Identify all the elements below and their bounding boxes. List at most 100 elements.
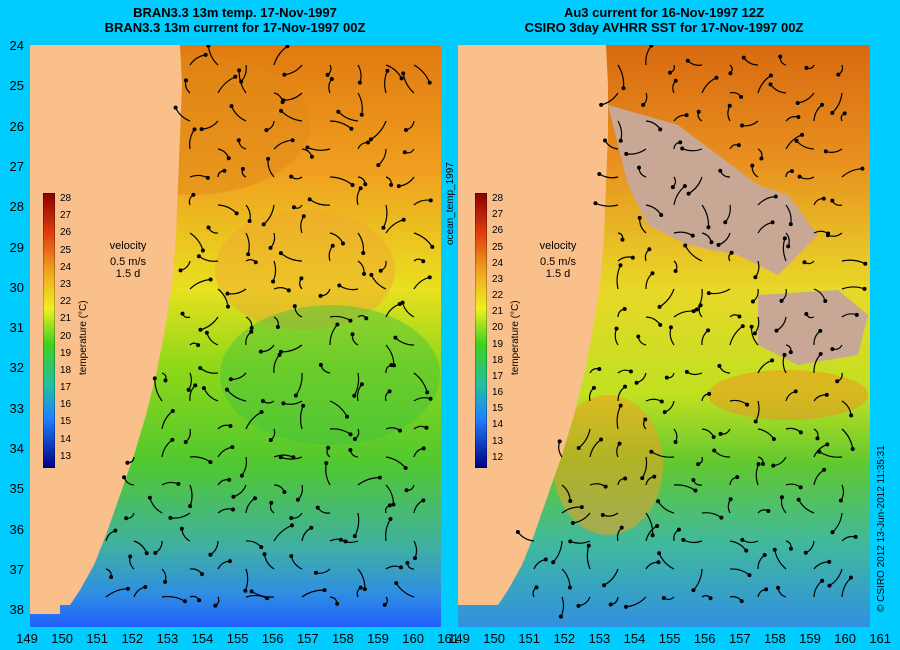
vector-head (385, 68, 390, 73)
vector-head (268, 245, 273, 250)
vector-head (338, 537, 343, 542)
vector-head (173, 105, 178, 110)
vector-head (397, 428, 402, 433)
vector-head (782, 236, 787, 241)
current-vector (273, 45, 288, 66)
vector-head (789, 169, 794, 174)
vector-head (404, 488, 409, 493)
left-velocity-title: velocity (109, 240, 147, 252)
vector-head (289, 523, 294, 528)
vector-head (335, 601, 340, 606)
vector-head (678, 140, 683, 145)
vector-head (827, 559, 832, 564)
current-vector (295, 372, 303, 396)
vector-head (337, 283, 342, 288)
vector-head (698, 303, 703, 308)
vector-head (656, 560, 661, 565)
vector-head (281, 401, 286, 406)
vector-head (830, 530, 835, 535)
vector-head (259, 545, 264, 550)
vector-head (264, 128, 269, 133)
vector-head (728, 71, 733, 76)
vector-head (608, 602, 613, 607)
vector-head (352, 393, 357, 398)
vector-head (291, 205, 296, 210)
vector-head (222, 168, 227, 173)
vector-head (376, 163, 381, 168)
vector-head (201, 386, 206, 391)
colorbar-tick: 25 (492, 241, 504, 253)
vector-head (830, 198, 835, 203)
vector-head (170, 409, 175, 414)
left-velocity-duration: 1.5 d (115, 268, 141, 280)
vector-head (568, 499, 573, 504)
current-vector (586, 545, 591, 570)
vector-head (659, 399, 664, 404)
vector-head (680, 146, 685, 151)
vector-head (723, 220, 728, 225)
left-title-line1: BRAN3.3 13m temp. 17-Nov-1997 (133, 5, 337, 20)
vector-head (198, 327, 203, 332)
colorbar-tick: 27 (60, 210, 72, 222)
vector-head (655, 523, 660, 528)
vector-head (389, 182, 394, 187)
vector-head (428, 198, 433, 203)
vector-head (620, 237, 625, 242)
longitude-label-right: 161 (869, 631, 892, 646)
longitude-label-right: 152 (553, 631, 576, 646)
vector-head (740, 324, 745, 329)
current-vector (701, 204, 710, 228)
vector-head (203, 52, 208, 57)
vector-head (399, 76, 404, 81)
vector-head (853, 534, 858, 539)
vector-head (686, 191, 691, 196)
right-colorbar (475, 193, 487, 468)
vector-head (348, 432, 353, 437)
vector-head (804, 65, 809, 70)
vector-head (630, 255, 635, 260)
vector-head (815, 436, 820, 441)
longitude-label-left: 159 (367, 631, 389, 646)
vector-head (659, 212, 664, 217)
vector-head (388, 517, 393, 522)
vector-head (770, 358, 775, 363)
longitude-label-right: 154 (623, 631, 646, 646)
colorbar-tick: 18 (60, 364, 72, 376)
vector-head (231, 494, 236, 499)
vector-head (830, 347, 835, 352)
latitude-label: 28 (9, 199, 24, 215)
right-velocity-scale: 0.5 m/s (539, 256, 577, 268)
vector-head (309, 525, 314, 530)
vector-head (348, 318, 353, 323)
vector-head (261, 222, 266, 227)
vector-head (579, 505, 584, 510)
vector-head (709, 240, 714, 245)
vector-head (301, 214, 306, 219)
vector-head (179, 526, 184, 531)
vector-head (558, 614, 563, 619)
vector-head (599, 437, 604, 442)
vector-head (736, 143, 741, 148)
vector-head (650, 271, 655, 276)
vector-head (817, 449, 822, 454)
vector-head (398, 565, 403, 570)
vector-head (225, 387, 230, 392)
vector-head (228, 423, 233, 428)
colorbar-tick: 15 (60, 416, 72, 428)
vector-head (246, 252, 251, 257)
vector-head (650, 533, 655, 538)
longitude-label-left: 161 (437, 631, 460, 646)
vector-head (737, 314, 742, 319)
vector-head (804, 311, 809, 316)
vector-head (670, 185, 675, 190)
vector-head (641, 102, 646, 107)
vector-head (271, 279, 276, 284)
longitude-label-right: 156 (693, 631, 716, 646)
vector-head (341, 241, 346, 246)
vector-head (661, 596, 666, 601)
vector-head (278, 455, 283, 460)
vector-head (788, 546, 793, 551)
vector-head (262, 552, 267, 557)
latitude-label: 35 (9, 481, 24, 497)
current-vector (552, 540, 563, 563)
